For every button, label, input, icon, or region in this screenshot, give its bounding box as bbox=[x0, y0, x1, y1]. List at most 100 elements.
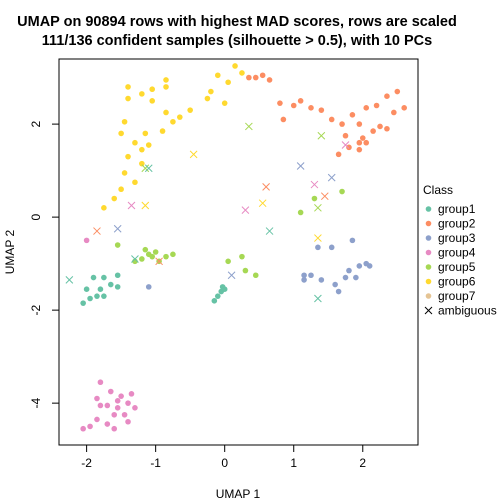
legend-label: group4 bbox=[438, 246, 476, 260]
ambiguous-point bbox=[131, 255, 139, 263]
group1-point bbox=[90, 274, 97, 281]
x-axis: -2 -1 0 1 2 bbox=[81, 444, 366, 470]
group5-point bbox=[225, 258, 231, 265]
group4-point bbox=[111, 425, 118, 432]
group6-point bbox=[232, 63, 238, 69]
group6-point bbox=[139, 91, 145, 97]
group4-point bbox=[128, 391, 135, 397]
group5-point bbox=[297, 209, 304, 216]
group5-point bbox=[114, 242, 121, 248]
group3-point bbox=[346, 267, 352, 274]
legend-item-group2: group2 bbox=[425, 217, 476, 231]
group2-point bbox=[290, 102, 297, 109]
group2-point bbox=[297, 98, 304, 104]
ambiguous-point bbox=[141, 201, 150, 210]
group1-point bbox=[114, 272, 121, 279]
group2-point bbox=[339, 121, 345, 127]
y-tick-label: 0 bbox=[29, 213, 43, 220]
group1-point bbox=[80, 300, 86, 306]
ambiguous-point bbox=[144, 164, 153, 173]
legend-item-group6: group6 bbox=[425, 275, 476, 289]
group2-point bbox=[377, 123, 383, 130]
group6-point bbox=[163, 84, 169, 90]
ambiguous-point bbox=[258, 199, 267, 208]
group2-point bbox=[328, 116, 335, 123]
group3-point bbox=[366, 263, 373, 269]
y-axis-label: UMAP 2 bbox=[3, 229, 17, 274]
group3-point bbox=[328, 244, 335, 251]
group5-point bbox=[163, 253, 169, 260]
ambiguous-point bbox=[320, 192, 329, 201]
group6-point bbox=[125, 84, 131, 90]
y-tick-label: 2 bbox=[29, 120, 43, 127]
legend-label: group2 bbox=[438, 217, 476, 231]
ambiguous-point bbox=[314, 234, 322, 242]
group4-point bbox=[114, 404, 121, 411]
group6-point bbox=[121, 118, 128, 125]
group1-point bbox=[83, 286, 90, 293]
group5-point bbox=[339, 188, 345, 195]
legend-marker bbox=[425, 249, 432, 256]
group3-point bbox=[308, 272, 314, 279]
group3-point bbox=[315, 244, 321, 251]
legend-item-group7: group7 bbox=[425, 289, 476, 303]
x-tick-label: 0 bbox=[221, 456, 228, 470]
group2-point bbox=[363, 139, 370, 146]
group2-point bbox=[356, 121, 363, 127]
group1-point bbox=[101, 293, 107, 299]
y-tick-label: -4 bbox=[29, 397, 43, 408]
group1-point bbox=[97, 286, 104, 293]
x-tick-label: 2 bbox=[359, 456, 366, 470]
group5-point bbox=[242, 267, 249, 274]
group2-point bbox=[370, 128, 376, 134]
ambiguous-point bbox=[296, 162, 305, 170]
group6-point bbox=[132, 139, 138, 146]
group2-point bbox=[384, 93, 390, 100]
group3-point bbox=[353, 274, 359, 281]
ambiguous-point bbox=[314, 294, 322, 303]
group2-point bbox=[252, 74, 259, 81]
group4-point bbox=[97, 379, 104, 386]
group4-point bbox=[94, 416, 100, 423]
legend-marker bbox=[425, 293, 432, 299]
group2-point bbox=[359, 135, 366, 141]
group1-point bbox=[94, 293, 100, 299]
legend-item-group1: group1 bbox=[425, 202, 476, 216]
group4-point bbox=[125, 400, 131, 406]
group4-point bbox=[104, 402, 111, 409]
group2-point bbox=[356, 146, 363, 153]
group6-point bbox=[177, 114, 183, 120]
group4-point bbox=[80, 425, 86, 432]
legend-label: ambiguous bbox=[438, 304, 497, 318]
group4-point bbox=[107, 388, 114, 395]
group6-point bbox=[221, 100, 228, 106]
group6-point bbox=[125, 95, 131, 102]
group2-point bbox=[335, 151, 342, 158]
group2-point bbox=[259, 72, 266, 79]
group3-point bbox=[349, 237, 356, 244]
group5-point bbox=[252, 272, 259, 279]
group5-point bbox=[170, 251, 176, 258]
group1-point bbox=[219, 284, 226, 290]
group6-point bbox=[139, 160, 145, 167]
legend-items: group1group2group3group4group5group6grou… bbox=[424, 202, 497, 318]
group2-point bbox=[266, 77, 273, 83]
x-tick-label: 1 bbox=[290, 456, 297, 470]
ambiguous-point bbox=[327, 173, 336, 182]
group1-point bbox=[214, 293, 221, 299]
group6-point bbox=[149, 86, 156, 93]
legend-marker bbox=[425, 278, 432, 285]
group2-point bbox=[394, 88, 401, 95]
group6-point bbox=[214, 72, 221, 79]
group6-point bbox=[225, 79, 231, 86]
legend-item-group4: group4 bbox=[425, 246, 476, 260]
ambiguous-point bbox=[227, 271, 236, 280]
ambiguous-point bbox=[314, 203, 322, 212]
ambiguous-point bbox=[189, 150, 198, 159]
group6-point bbox=[142, 130, 149, 137]
group6-point bbox=[170, 118, 176, 125]
x-tick-label: -2 bbox=[81, 456, 92, 470]
group6-point bbox=[145, 142, 152, 148]
group6-point bbox=[132, 179, 138, 186]
